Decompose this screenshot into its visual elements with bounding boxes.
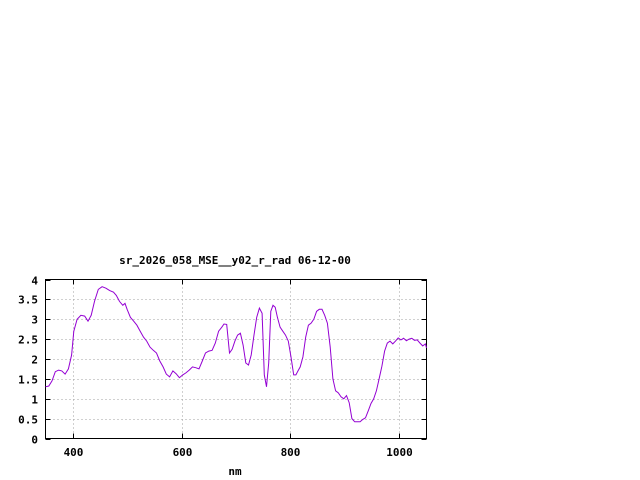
y-tick-label: 1	[31, 394, 38, 407]
y-tick-label: 2.5	[18, 334, 38, 347]
plot-frame	[45, 279, 427, 439]
x-axis-label: nm	[228, 465, 242, 478]
axis-ticks	[45, 279, 427, 440]
y-tick-label: 0.5	[18, 414, 38, 427]
x-tick-label: 1000	[386, 446, 413, 459]
x-tick-label: 400	[64, 446, 84, 459]
grid	[45, 279, 427, 439]
chart-title: sr_2026_058_MSE__y02_r_rad 06-12-00	[119, 254, 351, 267]
axis-tick-labels: 0 0.5 1 1.5 2 2.5 3 3.5 4 400 600 800 1000	[18, 275, 413, 460]
y-tick-label: 3.5	[18, 294, 38, 307]
y-tick-label: 0	[31, 434, 38, 447]
y-tick-label: 2	[31, 354, 38, 367]
series-line	[45, 286, 427, 423]
x-tick-label: 800	[281, 446, 301, 459]
y-tick-label: 4	[31, 275, 38, 288]
x-tick-label: 600	[173, 446, 193, 459]
y-tick-label: 1.5	[18, 374, 38, 387]
y-tick-label: 3	[31, 314, 38, 327]
